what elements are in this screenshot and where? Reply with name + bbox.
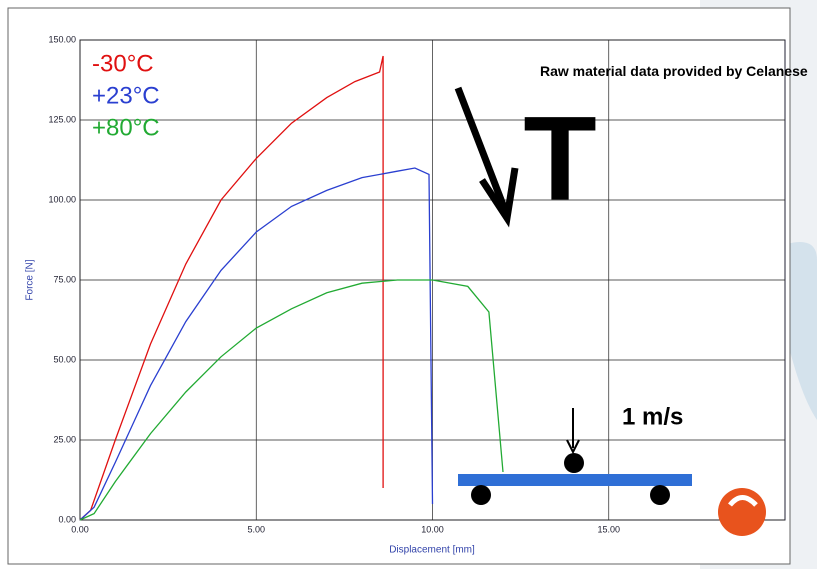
x-tick-label: 5.00 xyxy=(247,524,265,534)
support xyxy=(471,485,491,505)
x-axis-label: Displacement [mm] xyxy=(389,545,475,556)
legend-entry: +80°C xyxy=(92,114,160,141)
annotation: T xyxy=(523,92,596,226)
legend-entry: -30°C xyxy=(92,50,154,77)
impactor xyxy=(564,453,584,473)
y-tick-label: 150.00 xyxy=(48,34,76,44)
legend-entry: +23°C xyxy=(92,82,160,109)
data-line xyxy=(79,55,384,521)
y-tick-label: 50.00 xyxy=(53,354,76,364)
arrow-head xyxy=(479,167,519,228)
load-arrow-head xyxy=(566,439,580,455)
chart-frame xyxy=(7,7,791,565)
x-tick-label: 0.00 xyxy=(71,524,89,534)
annotation: Raw material data provided by Celanese xyxy=(540,63,808,79)
y-tick-label: 0.00 xyxy=(58,514,76,524)
y-tick-label: 75.00 xyxy=(53,274,76,284)
annotation-part: Raw material data provided by Celanese xyxy=(540,63,808,79)
logo-swirl xyxy=(728,495,758,507)
arrow xyxy=(454,86,509,212)
specimen xyxy=(458,474,692,486)
y-tick-label: 125.00 xyxy=(48,114,76,124)
y-tick-label: 25.00 xyxy=(53,434,76,444)
y-tick-label: 100.00 xyxy=(48,194,76,204)
data-line xyxy=(79,167,434,521)
x-tick-label: 15.00 xyxy=(597,524,620,534)
y-axis-label: Force [N] xyxy=(25,259,36,300)
x-tick-label: 10.00 xyxy=(421,524,444,534)
data-line xyxy=(79,279,504,521)
support xyxy=(650,485,670,505)
annotation: 1 m/s xyxy=(622,403,683,430)
